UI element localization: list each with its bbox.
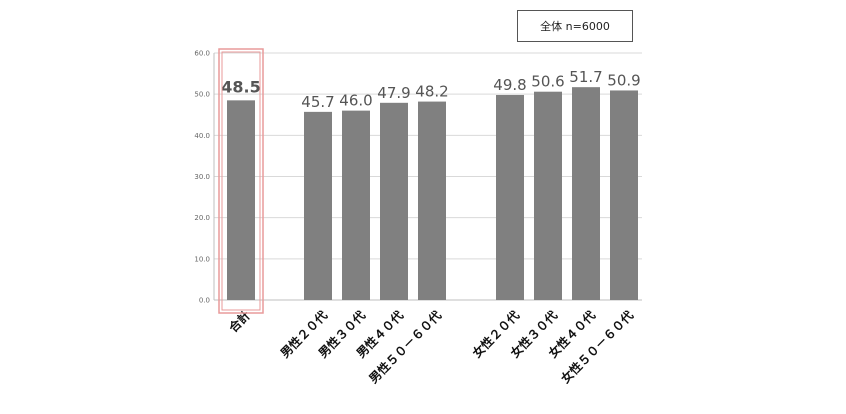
data-label: 46.0 <box>339 92 372 110</box>
y-tick-label: 20.0 <box>194 214 210 222</box>
data-label: 49.8 <box>493 76 526 94</box>
data-label: 48.2 <box>415 83 448 101</box>
bar <box>418 101 446 301</box>
x-tick-label: 合計 <box>226 308 254 336</box>
y-tick-label: 10.0 <box>194 255 210 263</box>
bar <box>496 94 524 301</box>
bar <box>227 100 255 300</box>
legend-text: 全体 n=6000 <box>540 20 610 33</box>
y-tick-label: 60.0 <box>194 50 210 58</box>
y-tick-label: 0.0 <box>199 297 210 305</box>
bar <box>534 91 562 301</box>
highlight-frame-inner <box>221 51 261 311</box>
data-label: 48.5 <box>221 77 260 96</box>
highlight-frame-outer <box>218 48 264 314</box>
y-tick-label: 40.0 <box>194 132 210 140</box>
data-label: 51.7 <box>569 68 602 86</box>
data-label: 50.9 <box>607 71 640 89</box>
y-tick-label: 50.0 <box>194 91 210 99</box>
data-label: 47.9 <box>377 84 410 102</box>
data-label: 45.7 <box>301 93 334 111</box>
bar <box>380 102 408 300</box>
bar <box>572 87 600 300</box>
bar <box>304 111 332 300</box>
y-tick-label: 30.0 <box>194 173 210 181</box>
bar <box>610 90 638 300</box>
data-label: 50.6 <box>531 73 564 91</box>
bar <box>342 110 370 300</box>
legend-box: 全体 n=6000 <box>517 10 633 42</box>
